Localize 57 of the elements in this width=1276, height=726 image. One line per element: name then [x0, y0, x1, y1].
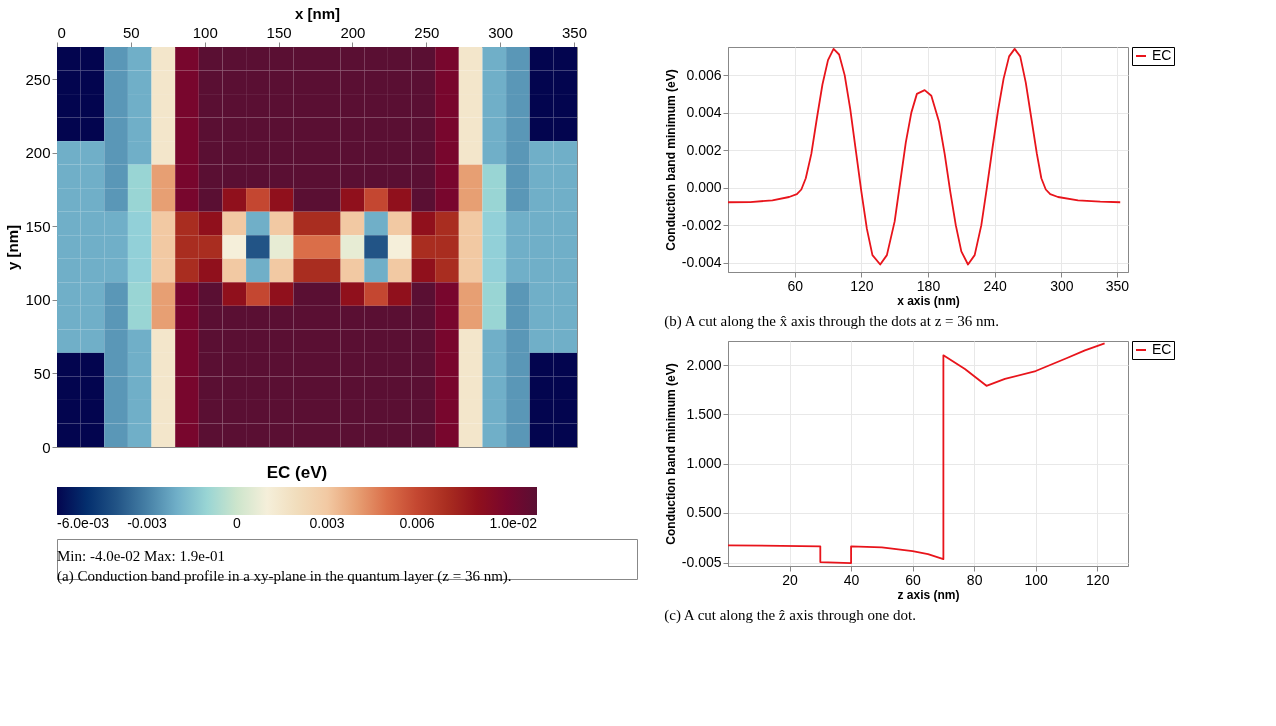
color-bar-title: EC (eV): [266, 463, 328, 482]
x-tick-label: 120: [1086, 571, 1110, 588]
x-tick-label: 250: [414, 23, 440, 41]
y-tick-label: 50: [33, 364, 51, 382]
x-axis-title: x axis (nm): [897, 293, 960, 308]
color-bar-label: 1.0e-02: [489, 515, 538, 531]
y-tick-label: 1.000: [686, 455, 722, 472]
y-axis-title: Conduction band minimum (eV): [663, 363, 678, 545]
x-tick-label: 100: [192, 23, 218, 41]
x-tick-label: 350: [562, 23, 588, 41]
text: (b) A cut along the x̂ axis through the dots at z = 36 nm.: [664, 313, 999, 330]
y-tick-label: 1.500: [686, 405, 722, 422]
x-tick-label: 0: [57, 23, 66, 41]
x-tick-label: 50: [123, 23, 140, 41]
y-tick-label: 0.004: [686, 104, 722, 121]
y-tick-label: -0.002: [681, 216, 722, 233]
x-tick-label: 100: [1024, 571, 1049, 588]
y-axis-title: Conduction band minimum (eV): [663, 69, 678, 251]
x-tick-label: 60: [905, 571, 922, 588]
y-tick-label: 2.000: [686, 356, 722, 373]
text: (a) Conduction band profile in a xy-plane in the quantum layer (z = 36 nm).: [57, 568, 512, 585]
x-tick-label: 200: [340, 23, 366, 41]
y-axis-title: y [nm]: [4, 225, 22, 270]
x-tick-label: 350: [1105, 277, 1130, 294]
color-bar-label: 0.003: [309, 515, 345, 531]
x-axis-title: z axis (nm): [897, 587, 960, 602]
y-tick-label: 250: [25, 70, 51, 88]
legend-label: EC: [1152, 341, 1172, 357]
y-tick-label: -0.004: [681, 254, 722, 271]
y-tick-label: 0: [42, 438, 51, 456]
x-tick-label: 180: [916, 277, 941, 294]
x-tick-label: 20: [782, 571, 799, 588]
x-tick-label: 120: [850, 277, 874, 294]
x-tick-label: 80: [966, 571, 983, 588]
line-series: [727, 47, 1122, 266]
x-tick-label: 300: [488, 23, 514, 41]
color-bar-label: 0: [233, 515, 242, 531]
text: (c) A cut along the ẑ axis through one dot.: [664, 607, 916, 624]
text: Min: -4.0e-02 Max: 1.9e-01: [57, 548, 225, 564]
x-axis-title: x [nm]: [295, 4, 340, 22]
y-tick-label: -0.005: [681, 554, 722, 571]
color-bar-label: -6.0e-03: [57, 515, 110, 531]
x-tick-label: 60: [787, 277, 804, 294]
y-tick-label: 0.006: [686, 66, 722, 83]
y-tick-label: 100: [25, 291, 51, 309]
y-tick-label: 0.000: [686, 179, 722, 196]
x-tick-label: 300: [1050, 277, 1074, 294]
x-tick-label: 240: [983, 277, 1008, 294]
color-bar-label: 0.006: [399, 515, 435, 531]
color-bar-label: -0.003: [127, 515, 168, 531]
y-tick-label: 150: [25, 217, 51, 235]
y-tick-label: 0.500: [686, 504, 722, 521]
x-tick-label: 40: [843, 571, 860, 588]
y-tick-label: 0.002: [686, 141, 722, 158]
legend-label: EC: [1152, 47, 1172, 63]
y-tick-label: 200: [25, 144, 51, 162]
x-tick-label: 150: [266, 23, 292, 41]
